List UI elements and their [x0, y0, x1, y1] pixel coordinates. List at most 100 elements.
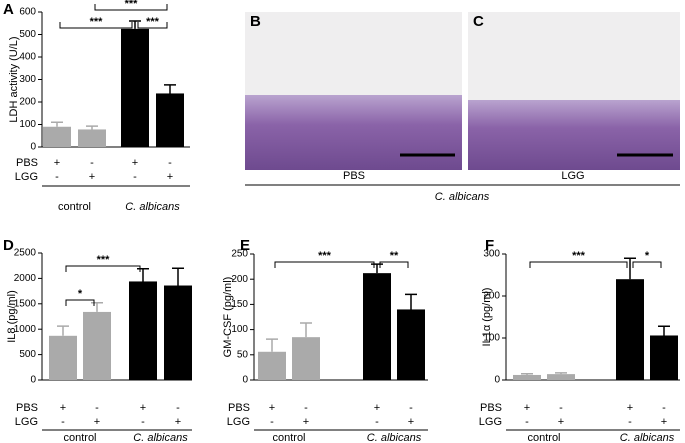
group-label: C. albicans	[620, 432, 675, 443]
error-bar	[57, 325, 69, 336]
treatment-name: LGG	[479, 416, 502, 428]
error-bar	[555, 372, 567, 375]
treatment-name: PBS	[16, 402, 38, 414]
error-bar	[51, 121, 63, 127]
significance-label: ***	[90, 16, 104, 28]
significance-label: ***	[125, 0, 139, 10]
significance-label: **	[390, 250, 399, 262]
y-tick-label: 100	[19, 119, 36, 130]
panel-label: D	[3, 237, 14, 254]
y-tick-label: 500	[19, 29, 36, 40]
y-tick-label: 150	[231, 299, 248, 310]
bar	[164, 285, 192, 380]
treatment-value: -	[375, 416, 379, 428]
error-bar	[658, 325, 670, 336]
treatment-value: -	[628, 416, 632, 428]
treatment-value: -	[95, 402, 99, 414]
y-tick-label: 500	[19, 349, 36, 360]
y-tick-label: 250	[231, 249, 248, 260]
treatment-value: +	[94, 416, 100, 428]
treatment-value: -	[304, 402, 308, 414]
significance-bracket	[529, 261, 628, 268]
treatment-value: +	[54, 157, 60, 169]
error-bar	[266, 338, 278, 352]
significance-label: ***	[318, 250, 332, 262]
image-caption: PBS	[343, 170, 365, 182]
bar	[78, 129, 106, 147]
bar	[363, 273, 391, 380]
treatment-value: +	[167, 171, 173, 183]
bar	[49, 335, 77, 380]
bar	[129, 281, 157, 380]
y-tick-label: 2000	[14, 273, 37, 284]
bar	[650, 335, 678, 380]
error-bar	[624, 257, 636, 280]
treatment-value: +	[132, 157, 138, 169]
treatment-value: +	[558, 416, 564, 428]
y-tick-label: 400	[19, 52, 36, 63]
y-tick-label: 200	[231, 274, 248, 285]
treatment-name: PBS	[480, 402, 502, 414]
treatment-value: +	[140, 402, 146, 414]
y-axis-label: IL8 (pg/ml)	[6, 290, 18, 343]
y-tick-label: 0	[494, 375, 500, 386]
treatment-value: +	[661, 416, 667, 428]
treatment-value: -	[409, 402, 413, 414]
significance-bracket	[632, 261, 662, 268]
y-tick-label: 600	[19, 7, 36, 18]
y-tick-label: 300	[19, 74, 36, 85]
group-label: C. albicans	[435, 191, 490, 203]
panel-label: E	[240, 237, 250, 254]
error-bar	[86, 125, 98, 130]
group-label: control	[63, 432, 96, 443]
treatment-value: +	[524, 402, 530, 414]
bar	[547, 374, 575, 380]
significance-bracket	[65, 299, 95, 306]
micrograph-b	[245, 12, 462, 170]
treatment-value: -	[176, 402, 180, 414]
treatment-value: -	[662, 402, 666, 414]
treatment-value: -	[90, 157, 94, 169]
bar	[292, 337, 320, 380]
y-axis-label: LDH activity (U/L)	[8, 36, 20, 122]
treatment-value: +	[269, 402, 275, 414]
bar	[258, 351, 286, 380]
treatment-value: +	[627, 402, 633, 414]
y-tick-label: 300	[483, 249, 500, 260]
significance-label: *	[78, 288, 83, 300]
treatment-value: -	[133, 171, 137, 183]
bar	[156, 93, 184, 147]
y-tick-label: 100	[483, 333, 500, 344]
image-caption: LGG	[561, 170, 584, 182]
treatment-value: -	[61, 416, 65, 428]
y-tick-label: 0	[30, 375, 36, 386]
error-bar	[371, 263, 383, 274]
bar	[43, 126, 71, 147]
treatment-value: +	[303, 416, 309, 428]
treatment-value: -	[168, 157, 172, 169]
treatment-value: +	[89, 171, 95, 183]
micrograph-c	[468, 12, 680, 170]
bar	[513, 374, 541, 380]
bar	[616, 279, 644, 380]
significance-bracket	[94, 4, 168, 11]
treatment-value: -	[525, 416, 529, 428]
treatment-value: -	[559, 402, 563, 414]
treatment-value: -	[141, 416, 145, 428]
error-bar	[521, 372, 533, 375]
group-label: C. albicans	[125, 201, 180, 213]
significance-bracket	[59, 22, 133, 29]
panel-label: B	[250, 13, 261, 30]
y-tick-label: 1000	[14, 324, 37, 335]
treatment-value: -	[55, 171, 59, 183]
y-tick-label: 0	[30, 142, 36, 153]
panel-label: A	[3, 1, 14, 18]
significance-label: ***	[146, 16, 160, 28]
error-bar	[405, 293, 417, 310]
significance-bracket	[137, 22, 168, 29]
y-tick-label: 2500	[14, 248, 37, 259]
treatment-value: +	[175, 416, 181, 428]
bar	[397, 309, 425, 380]
bar	[121, 28, 149, 147]
